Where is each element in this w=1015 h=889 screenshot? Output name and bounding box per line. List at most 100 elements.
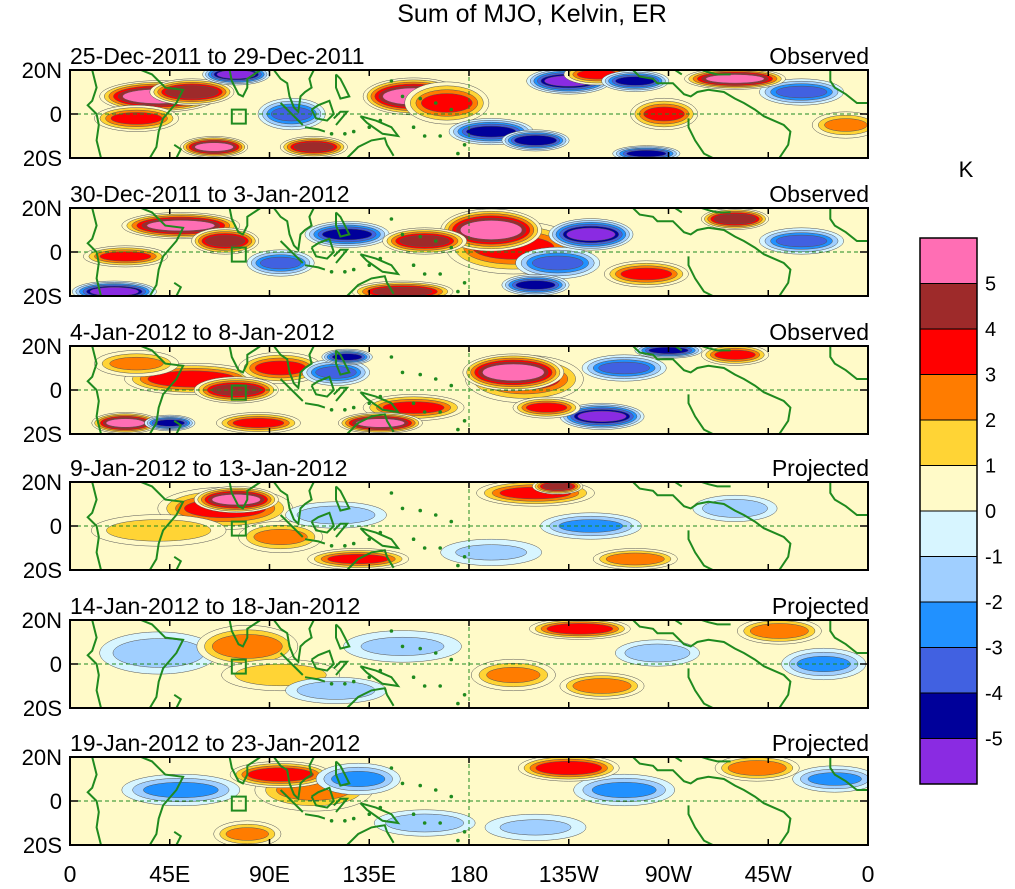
coastline	[632, 620, 792, 708]
island	[456, 701, 460, 706]
island	[433, 377, 438, 381]
anomaly-cell	[448, 118, 534, 146]
y-tick-label: 0	[50, 102, 62, 127]
contour-band	[542, 482, 573, 490]
coastlines	[86, 208, 868, 296]
contour-band	[143, 782, 219, 798]
map-panel-4: 20N 0 20S 9-Jan-2012 to 13-Jan-2012 Projecte…	[22, 455, 869, 583]
contour-band	[194, 142, 234, 152]
map-panel-2: 20N 0 20S 30-Dec-2011 to 3-Jan-2012 Observed	[22, 181, 869, 309]
island	[438, 821, 442, 825]
colorbar-swatch	[919, 283, 978, 330]
contour-band	[775, 85, 828, 99]
colorbar-swatch	[919, 647, 978, 694]
colorbar-swatch	[919, 237, 978, 284]
island	[329, 408, 334, 412]
island	[389, 217, 394, 221]
coastline	[273, 208, 315, 252]
anomaly-cell	[462, 353, 565, 392]
x-tick-label: 90W	[645, 861, 693, 887]
anomaly-cell	[759, 78, 844, 106]
coastlines	[86, 757, 868, 845]
coastline	[687, 668, 714, 708]
panel-status: Projected	[772, 593, 869, 619]
island	[449, 519, 454, 524]
colorbar-label: -3	[985, 638, 1003, 660]
coastline	[140, 346, 185, 434]
coastline	[310, 237, 335, 260]
coastline	[86, 620, 102, 708]
map-panel-1: 20N 0 20S 25-Dec-2011 to 29-Dec-2011 Observe…	[22, 43, 869, 171]
colorbar-label: -5	[985, 729, 1003, 751]
coastline	[227, 346, 263, 374]
panel-status: Observed	[769, 319, 869, 345]
x-tick-label: 45W	[745, 861, 793, 887]
region-box	[230, 384, 247, 401]
y-tick-label: 20N	[22, 470, 62, 495]
anomaly-cell	[501, 274, 570, 296]
colorbar-swatch	[919, 465, 978, 512]
colorbar-swatch	[919, 692, 978, 739]
colorbar-swatch	[919, 556, 978, 603]
coastline	[829, 70, 868, 104]
anomaly-cell	[630, 97, 699, 131]
contour-band	[775, 234, 828, 248]
island	[351, 129, 356, 134]
anomaly-cell	[440, 208, 542, 252]
coastline	[273, 482, 315, 526]
contour-band	[577, 410, 627, 422]
y-tick-label: 20N	[22, 196, 62, 221]
coastline	[333, 522, 350, 538]
anomaly-field	[70, 70, 868, 158]
island	[400, 781, 405, 786]
coastline	[173, 555, 183, 570]
island	[422, 821, 427, 825]
island	[411, 263, 416, 268]
island	[351, 816, 356, 821]
colorbar-label: 2	[985, 410, 996, 432]
contour-band	[727, 760, 787, 776]
colorbar: 5 4 3 2 1 0 -1 -2 -3 -4 -5	[919, 237, 1003, 785]
coastline	[632, 757, 792, 845]
island	[433, 239, 438, 243]
coastline	[632, 346, 792, 434]
region-box	[230, 246, 247, 263]
contour-band	[146, 220, 216, 232]
contour-band	[598, 361, 650, 375]
contour-band	[535, 760, 602, 776]
island	[462, 281, 467, 285]
island	[329, 544, 334, 548]
anomaly-cell	[714, 757, 800, 782]
contour-band	[620, 267, 673, 281]
island	[367, 401, 372, 406]
island	[411, 537, 416, 541]
contour-band	[525, 402, 568, 413]
anomaly-cell	[71, 280, 157, 296]
contour-band	[232, 418, 285, 428]
coastline	[359, 115, 401, 138]
coastline	[227, 208, 263, 236]
island	[422, 410, 427, 414]
island	[351, 405, 356, 410]
island	[378, 530, 383, 535]
panel-status: Projected	[772, 455, 869, 481]
island	[456, 151, 460, 156]
coastline	[273, 757, 315, 801]
y-tick-label: 20N	[22, 608, 62, 633]
colorbar-label: 3	[985, 365, 996, 387]
island	[422, 684, 427, 688]
coastline	[310, 375, 335, 398]
contour-band	[643, 106, 685, 122]
island	[329, 270, 334, 274]
coastline	[661, 70, 683, 76]
island	[343, 544, 347, 548]
contour-band	[455, 544, 528, 561]
island	[411, 675, 416, 679]
island	[418, 372, 423, 377]
coastline	[661, 620, 683, 626]
anomaly-cell	[581, 354, 667, 382]
coastline	[661, 208, 683, 214]
island	[367, 263, 372, 268]
coastline	[86, 482, 102, 570]
contour-band	[293, 142, 334, 152]
